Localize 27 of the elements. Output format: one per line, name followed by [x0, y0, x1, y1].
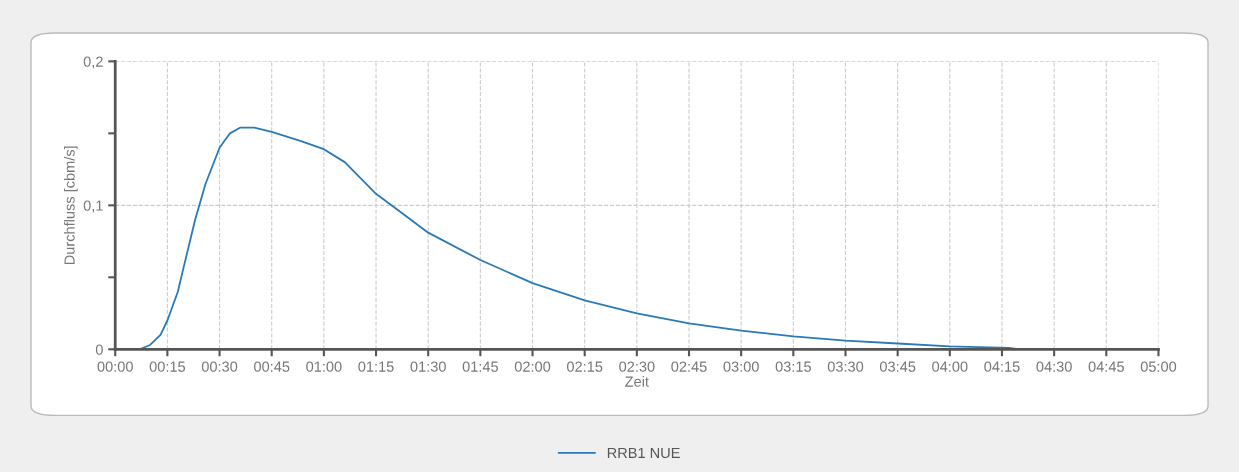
x-axis-title: Zeit: [625, 376, 649, 387]
x-tick-label: 04:15: [984, 361, 1020, 372]
y-axis-title: Durchfluss [cbm/s]: [64, 146, 78, 265]
x-tick-label: 03:00: [723, 361, 759, 372]
x-tick-label: 03:45: [879, 361, 916, 372]
x-tick-label: 01:30: [410, 361, 446, 372]
legend-label: RRB1 NUE: [607, 447, 680, 459]
x-tick-label: 04:00: [932, 361, 968, 372]
x-tick-label: 03:15: [775, 361, 811, 372]
x-tick-label: 02:15: [567, 361, 603, 372]
x-tick-label: 01:45: [462, 361, 498, 372]
y-tick-label: 0: [95, 344, 103, 355]
x-tick-label: 04:30: [1036, 361, 1072, 372]
x-tick-label: 00:45: [254, 361, 290, 372]
x-tick-label: 00:00: [97, 361, 133, 372]
x-tick-label: 03:30: [827, 361, 864, 372]
x-tick-label: 01:15: [358, 361, 394, 372]
x-tick-label: 00:15: [149, 361, 186, 372]
x-tick-label: 02:45: [671, 361, 707, 372]
x-tick-label: 02:30: [619, 361, 655, 372]
x-tick-label: 05:00: [1140, 361, 1177, 372]
x-tick-label: 02:00: [514, 361, 551, 372]
x-tick-label: 00:30: [201, 361, 238, 372]
y-tick-label: 0,2: [83, 56, 103, 69]
y-tick-label: 0,1: [83, 200, 103, 213]
x-tick-label: 01:00: [306, 361, 342, 372]
x-tick-label: 04:45: [1088, 361, 1124, 372]
